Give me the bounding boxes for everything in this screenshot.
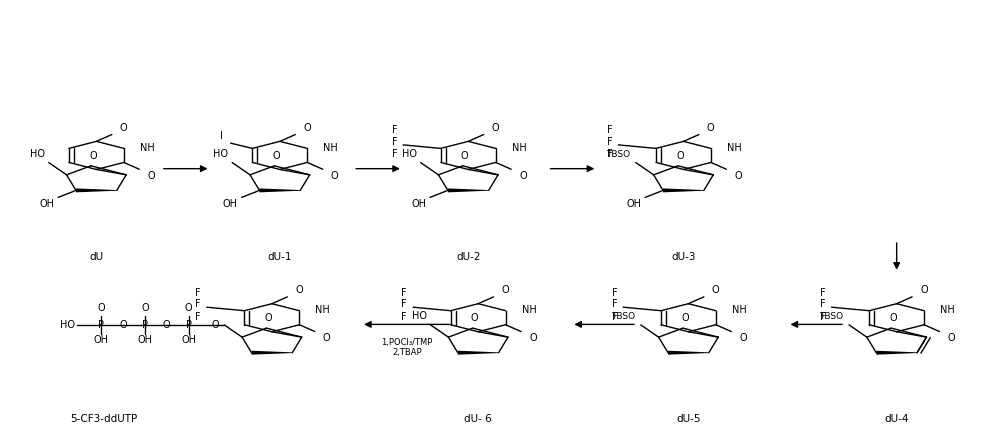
Text: O: O xyxy=(519,171,527,181)
Polygon shape xyxy=(76,189,117,192)
Text: NH: NH xyxy=(512,143,526,152)
Text: O: O xyxy=(502,285,509,295)
Text: OH: OH xyxy=(411,199,426,209)
Text: O: O xyxy=(739,333,747,343)
Text: O: O xyxy=(141,304,149,313)
Text: O: O xyxy=(303,123,311,133)
Text: O: O xyxy=(681,313,689,323)
Text: HO: HO xyxy=(213,149,228,159)
Text: 1,POCl₃/TMP
2,TBAP: 1,POCl₃/TMP 2,TBAP xyxy=(381,337,432,357)
Text: O: O xyxy=(920,285,928,295)
Text: NH: NH xyxy=(727,143,742,152)
Text: TBSO: TBSO xyxy=(606,150,630,159)
Text: HO: HO xyxy=(30,149,45,159)
Text: dU-1: dU-1 xyxy=(268,252,292,262)
Text: F: F xyxy=(607,149,612,159)
Text: F: F xyxy=(820,299,826,309)
Text: TBSO: TBSO xyxy=(611,312,635,321)
Text: NH: NH xyxy=(522,305,536,315)
Text: O: O xyxy=(212,320,219,330)
Text: F: F xyxy=(392,149,397,159)
Text: F: F xyxy=(401,299,407,309)
Text: dU-2: dU-2 xyxy=(456,252,481,262)
Polygon shape xyxy=(668,351,709,354)
Text: O: O xyxy=(948,333,955,343)
Text: F: F xyxy=(392,137,397,147)
Text: O: O xyxy=(163,320,171,330)
Text: OH: OH xyxy=(181,335,196,346)
Text: OH: OH xyxy=(137,335,152,346)
Text: F: F xyxy=(392,125,397,135)
Text: O: O xyxy=(147,171,155,181)
Text: O: O xyxy=(89,151,97,160)
Text: F: F xyxy=(195,299,201,309)
Polygon shape xyxy=(876,351,917,354)
Text: F: F xyxy=(401,287,407,298)
Text: dU-4: dU-4 xyxy=(884,414,909,424)
Text: F: F xyxy=(820,287,826,298)
Text: O: O xyxy=(471,313,478,323)
Text: F: F xyxy=(607,137,612,147)
Text: OH: OH xyxy=(223,199,238,209)
Text: F: F xyxy=(820,312,826,321)
Text: O: O xyxy=(331,171,338,181)
Text: F: F xyxy=(195,312,201,321)
Polygon shape xyxy=(252,351,292,354)
Text: dU- 6: dU- 6 xyxy=(464,414,492,424)
Text: dU: dU xyxy=(89,252,103,262)
Text: O: O xyxy=(97,304,105,313)
Polygon shape xyxy=(458,351,499,354)
Polygon shape xyxy=(259,189,300,192)
Text: F: F xyxy=(607,125,612,135)
Text: F: F xyxy=(195,287,201,298)
Polygon shape xyxy=(663,189,704,192)
Text: P: P xyxy=(142,320,148,330)
Polygon shape xyxy=(448,189,489,192)
Text: HO: HO xyxy=(412,312,427,321)
Text: F: F xyxy=(612,299,617,309)
Text: O: O xyxy=(889,313,897,323)
Text: HO: HO xyxy=(60,320,75,330)
Text: OH: OH xyxy=(626,199,641,209)
Text: NH: NH xyxy=(732,305,747,315)
Text: P: P xyxy=(98,320,104,330)
Text: O: O xyxy=(676,151,684,160)
Text: O: O xyxy=(185,304,192,313)
Text: O: O xyxy=(529,333,537,343)
Text: OH: OH xyxy=(94,335,109,346)
Text: O: O xyxy=(265,313,272,323)
Text: O: O xyxy=(323,333,330,343)
Text: TBSO: TBSO xyxy=(819,312,843,321)
Text: NH: NH xyxy=(940,305,955,315)
Text: O: O xyxy=(295,285,303,295)
Text: O: O xyxy=(273,151,280,160)
Text: NH: NH xyxy=(140,143,154,152)
Text: O: O xyxy=(119,320,127,330)
Text: I: I xyxy=(220,131,223,141)
Text: O: O xyxy=(492,123,499,133)
Text: HO: HO xyxy=(402,149,417,159)
Text: dU-3: dU-3 xyxy=(671,252,696,262)
Text: NH: NH xyxy=(315,305,330,315)
Text: NH: NH xyxy=(323,143,338,152)
Text: F: F xyxy=(612,312,617,321)
Text: O: O xyxy=(120,123,127,133)
Text: O: O xyxy=(461,151,469,160)
Text: O: O xyxy=(707,123,714,133)
Text: OH: OH xyxy=(39,199,54,209)
Text: 5-CF3-ddUTP: 5-CF3-ddUTP xyxy=(70,414,137,424)
Text: F: F xyxy=(612,287,617,298)
Text: dU-5: dU-5 xyxy=(676,414,701,424)
Text: F: F xyxy=(401,312,407,321)
Text: P: P xyxy=(186,320,192,330)
Text: O: O xyxy=(712,285,719,295)
Text: O: O xyxy=(734,171,742,181)
